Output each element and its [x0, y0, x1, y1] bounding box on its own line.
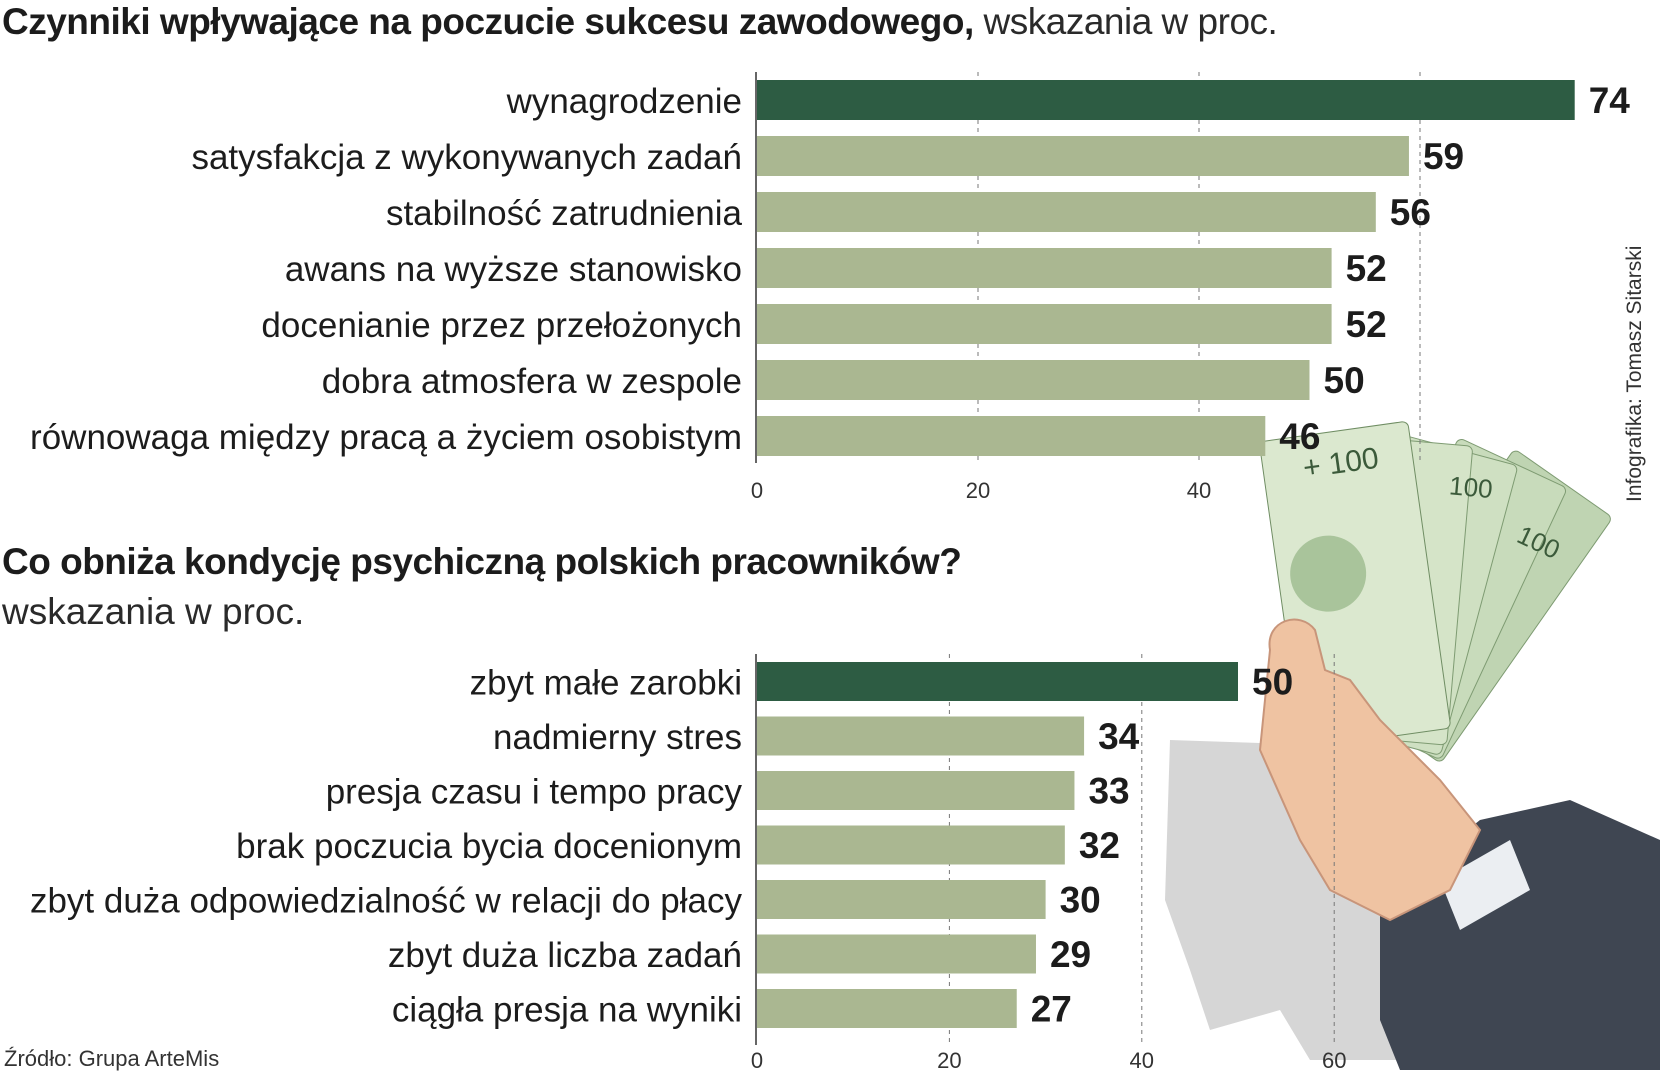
- chart2-value-label: 33: [1088, 771, 1129, 812]
- chart1-value-label: 52: [1346, 304, 1387, 345]
- chart2-category-label: presja czasu i tempo pracy: [326, 773, 743, 812]
- chart2-tick-label: 40: [1130, 1048, 1154, 1073]
- chart1-title-light: wskazania w proc.: [983, 1, 1278, 42]
- chart2-category-label: ciągła presja na wyniki: [392, 991, 742, 1030]
- chart2-tick-label: 0: [751, 1048, 763, 1073]
- chart1-category-label: stabilność zatrudnienia: [386, 194, 743, 233]
- credit-text: Infografika: Tomasz Sitarski: [1623, 245, 1646, 502]
- chart2-value-label: 30: [1060, 880, 1101, 921]
- chart2-bar: [757, 771, 1075, 810]
- chart1-category-label: awans na wyższe stanowisko: [285, 250, 742, 289]
- chart1-value-label: 46: [1279, 416, 1320, 457]
- chart2-bar: [757, 989, 1017, 1028]
- svg-text:100: 100: [1448, 470, 1494, 504]
- chart1-value-label: 56: [1390, 192, 1431, 233]
- chart1-title: Czynniki wpływające na poczucie sukcesu …: [2, 0, 1278, 44]
- source-text: Źródło: Grupa ArteMis: [4, 1046, 220, 1071]
- chart1-tick-label: 0: [751, 478, 763, 503]
- chart2-bar: [757, 662, 1238, 701]
- chart1-category-label: dobra atmosfera w zespole: [322, 362, 742, 401]
- chart2-value-label: 34: [1098, 716, 1140, 757]
- chart1-bar: [757, 416, 1266, 456]
- chart1-value-label: 59: [1423, 136, 1464, 177]
- chart2-category-label: nadmierny stres: [493, 718, 742, 757]
- chart1-category-label: wynagrodzenie: [506, 82, 742, 121]
- chart1-title-bold: Czynniki wpływające na poczucie sukcesu …: [2, 1, 974, 42]
- chart2-subtitle: wskazania w proc.: [2, 591, 305, 632]
- chart2-bar: [757, 825, 1065, 865]
- chart2-value-label: 27: [1031, 989, 1072, 1030]
- chart2-category-label: brak poczucia bycia docenionym: [236, 827, 742, 866]
- chart1-category-label: równowaga między pracą a życiem osobisty…: [30, 418, 742, 457]
- chart1-bar: [757, 80, 1575, 120]
- chart1-category-label: satysfakcja z wykonywanych zadań: [191, 138, 742, 177]
- chart1-tick-label: 40: [1187, 478, 1211, 503]
- chart2-category-label: zbyt duża odpowiedzialność w relacji do …: [30, 882, 743, 921]
- chart2-bar: [757, 716, 1085, 756]
- chart1-value-label: 52: [1346, 248, 1387, 289]
- hand-icon: [1258, 618, 1482, 922]
- chart2-category-label: zbyt małe zarobki: [470, 664, 742, 703]
- chart1-bar: [757, 360, 1310, 400]
- chart1-value-label: 74: [1589, 80, 1631, 121]
- money-hand-photo: + 100 100 100: [1165, 421, 1660, 1070]
- shirt-cuff-icon: [1440, 840, 1530, 930]
- chart2-category-label: zbyt duża liczba zadań: [388, 936, 742, 975]
- chart1-bar: [757, 248, 1332, 288]
- chart1-value-label: 50: [1324, 360, 1365, 401]
- chart2-bar: [757, 934, 1036, 974]
- chart1-bar: [757, 192, 1376, 232]
- chart1-tick-label: 20: [966, 478, 990, 503]
- chart2-value-label: 32: [1079, 825, 1120, 866]
- chart1-category-label: docenianie przez przełożonych: [261, 306, 742, 345]
- chart1-bar: [757, 304, 1332, 344]
- chart2-tick-label: 20: [937, 1048, 961, 1073]
- chart2-bar: [757, 880, 1046, 919]
- chart2-tick-label: 60: [1322, 1048, 1346, 1073]
- chart2-value-label: 29: [1050, 934, 1091, 975]
- chart1-bar: [757, 136, 1409, 176]
- chart2-title: Co obniża kondycję psychiczną polskich p…: [2, 541, 962, 582]
- chart2-value-label: 50: [1252, 662, 1293, 703]
